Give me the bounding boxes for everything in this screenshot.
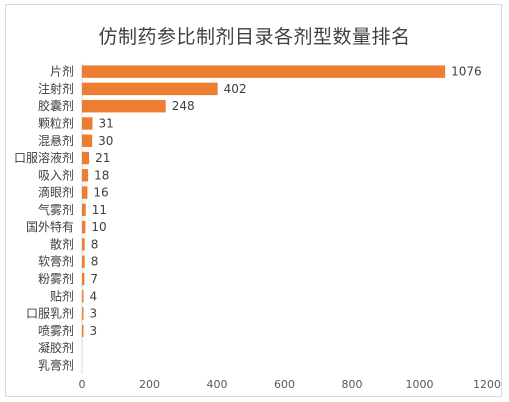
bar — [82, 134, 93, 147]
category-label: 滴眼剂 — [38, 185, 74, 200]
category-label: 注射剂 — [38, 81, 74, 96]
data-label: 3 — [90, 307, 98, 321]
x-tick-label: 1200 — [473, 378, 501, 391]
category-label: 国外特有 — [26, 219, 74, 234]
bar — [82, 307, 84, 320]
category-label: 口服溶液剂 — [14, 150, 74, 165]
data-label: 18 — [94, 168, 109, 182]
data-label: 30 — [98, 134, 113, 148]
data-label: 402 — [224, 82, 247, 96]
bar — [82, 238, 85, 251]
bar — [82, 117, 93, 130]
category-label: 散剂 — [50, 236, 74, 251]
bar — [82, 272, 85, 286]
category-label: 气雾剂 — [38, 202, 74, 217]
x-tick-label: 200 — [139, 378, 160, 391]
bar — [82, 220, 86, 234]
category-label: 片剂 — [50, 64, 74, 79]
data-label: 31 — [98, 116, 113, 130]
data-label: 16 — [93, 186, 108, 200]
category-label: 乳膏剂 — [38, 357, 74, 372]
data-label: 1076 — [451, 65, 482, 79]
category-label: 吸入剂 — [38, 167, 74, 182]
data-label: 10 — [91, 220, 106, 234]
data-label: 21 — [95, 151, 110, 165]
x-tick-label: 0 — [79, 378, 86, 391]
bar — [82, 290, 84, 303]
x-tick-label: 1000 — [406, 378, 434, 391]
data-label: 248 — [172, 99, 195, 113]
x-tick-label: 400 — [207, 378, 228, 391]
bar — [82, 186, 88, 199]
bar — [82, 65, 446, 78]
bar — [82, 99, 166, 113]
x-tick-label: 800 — [342, 378, 363, 391]
category-label: 软膏剂 — [38, 254, 74, 269]
data-label: 7 — [90, 272, 98, 286]
category-label: 颗粒剂 — [38, 115, 74, 130]
category-label: 粉雾剂 — [38, 271, 74, 286]
bar — [82, 255, 85, 268]
chart-title: 仿制药参比制剂目录各剂型数量排名 — [98, 26, 411, 48]
data-label: 3 — [90, 324, 98, 338]
x-tick-label: 600 — [274, 378, 295, 391]
bar — [82, 82, 218, 96]
data-label: 8 — [91, 237, 99, 251]
data-label: 8 — [91, 255, 99, 269]
data-label: 11 — [92, 203, 107, 217]
bar — [82, 169, 89, 182]
category-label: 喷雾剂 — [38, 323, 74, 338]
category-label: 凝胶剂 — [38, 340, 74, 355]
bar — [82, 151, 90, 165]
category-label: 混悬剂 — [38, 133, 74, 148]
category-label: 胶囊剂 — [38, 98, 74, 113]
category-label: 口服乳剂 — [26, 306, 74, 321]
data-label: 4 — [90, 289, 98, 303]
bar — [82, 324, 84, 338]
category-label: 贴剂 — [50, 288, 74, 303]
bar — [82, 203, 86, 217]
